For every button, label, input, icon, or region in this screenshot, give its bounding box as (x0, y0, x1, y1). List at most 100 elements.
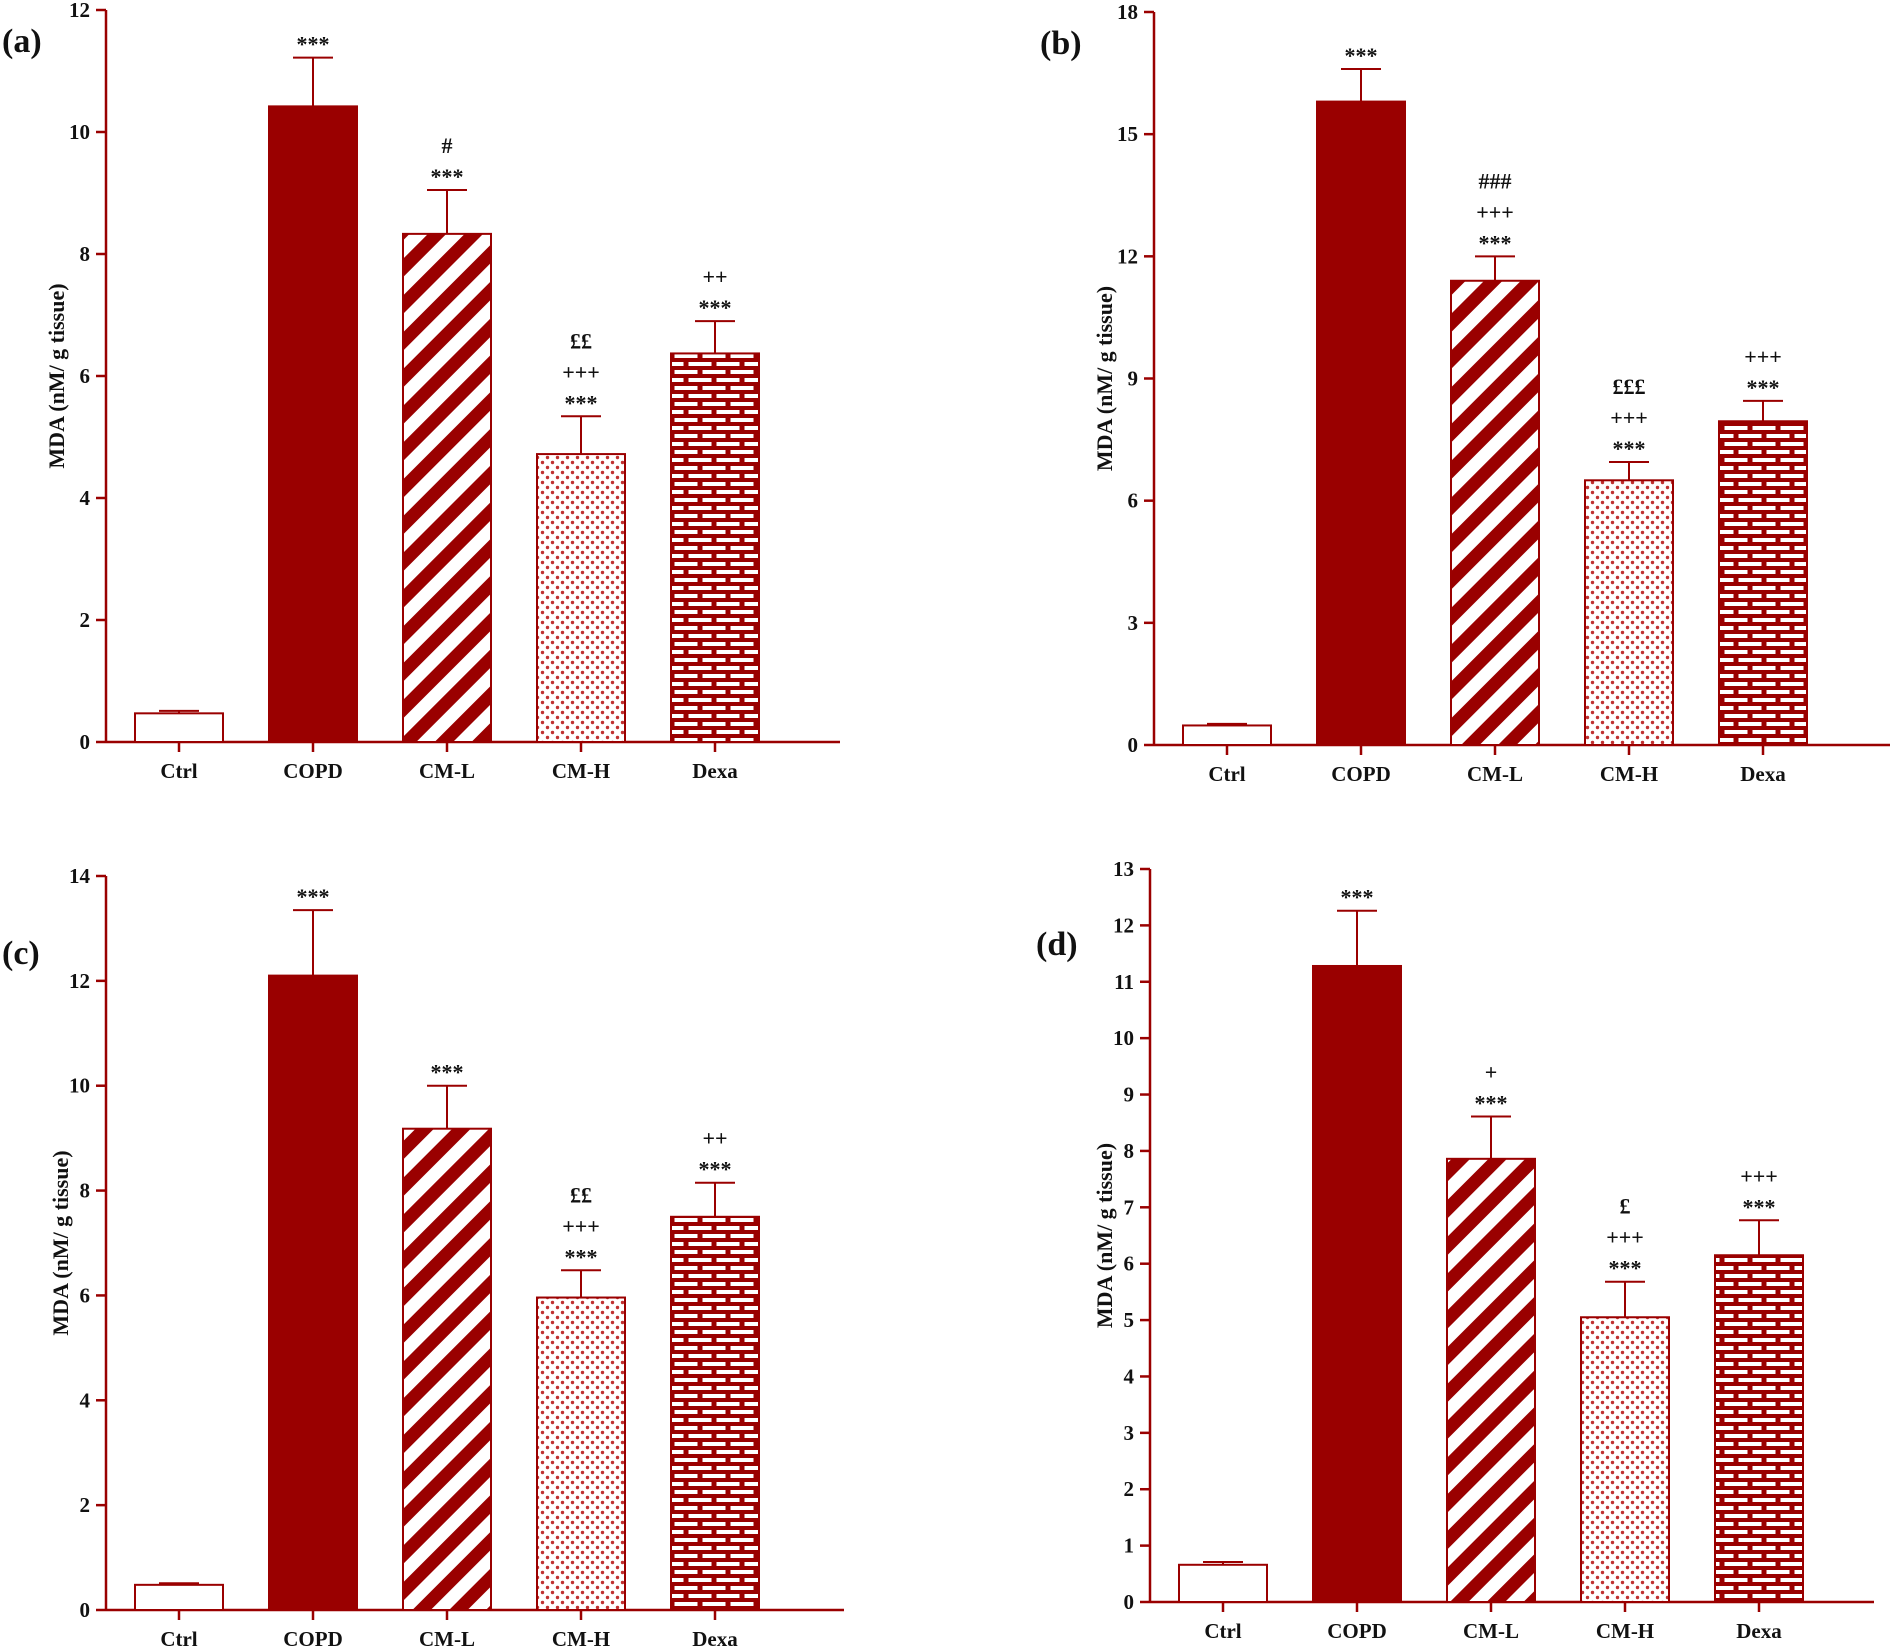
significance-label: +++ (1744, 344, 1782, 369)
x-tick-label: CM-L (419, 1627, 475, 1650)
bar-copd (268, 105, 358, 743)
panel-label: (b) (1040, 25, 1082, 62)
chart-panel-2: (c) MDA (nM/ g tissue) 0 2 4 6 8 10 12 14 Ctrl COPD… (2, 864, 844, 1650)
x-tick-label: COPD (1331, 762, 1391, 786)
y-tick-label: 1 (1124, 1534, 1135, 1558)
x-tick-label: Dexa (692, 1627, 738, 1650)
bar-cm-h (1580, 1316, 1670, 1603)
significance-label: *** (1609, 1256, 1642, 1281)
panel-label: (a) (2, 23, 42, 60)
bar-copd (268, 974, 358, 1611)
significance-label: +++ (1610, 405, 1648, 430)
y-tick-label: 12 (69, 0, 90, 22)
significance-label: *** (1475, 1091, 1508, 1116)
bar-cm-h (536, 1296, 626, 1612)
significance-label: +++ (562, 1213, 600, 1238)
x-tick-label: CM-L (419, 759, 475, 783)
y-tick-label: 10 (69, 1074, 90, 1098)
y-tick-label: 9 (1128, 367, 1139, 391)
significance-label: *** (431, 164, 464, 189)
significance-label: # (442, 133, 453, 158)
bar-ctrl (1182, 724, 1272, 746)
significance-label: *** (699, 295, 732, 320)
x-tick-label: CM-H (1596, 1619, 1654, 1643)
significance-label: *** (1479, 230, 1512, 255)
bar-ctrl (134, 1583, 224, 1611)
significance-label: *** (699, 1157, 732, 1182)
bar-cm-h (1584, 479, 1674, 746)
y-tick-label: 8 (80, 1179, 91, 1203)
y-axis-label: MDA (nM/ g tissue) (1092, 286, 1117, 471)
x-tick-label: CM-L (1467, 762, 1523, 786)
y-axis-label: MDA (nM/ g tissue) (48, 1150, 73, 1335)
bar-copd (1316, 100, 1406, 747)
bar-ctrl (134, 712, 224, 744)
y-tick-label: 5 (1124, 1308, 1135, 1332)
bar-copd (1312, 964, 1402, 1603)
y-tick-label: 7 (1124, 1195, 1135, 1219)
significance-label: +++ (562, 359, 600, 384)
significance-label: *** (297, 32, 330, 57)
y-tick-label: 6 (1128, 489, 1139, 513)
significance-label: *** (1747, 375, 1780, 400)
significance-label: *** (565, 1244, 598, 1269)
significance-label: ### (1479, 168, 1512, 193)
y-tick-label: 12 (1117, 244, 1138, 268)
bar-cm-h (536, 453, 626, 743)
bar-cm-l (1446, 1157, 1536, 1603)
x-tick-label: Dexa (1740, 762, 1786, 786)
y-tick-label: 12 (69, 969, 90, 993)
x-tick-label: COPD (283, 759, 343, 783)
y-tick-label: 3 (1128, 611, 1139, 635)
panel-label: (d) (1036, 926, 1078, 963)
y-tick-label: 2 (80, 1493, 91, 1517)
bar-dexa (670, 352, 760, 743)
bar-dexa (670, 1215, 760, 1612)
y-axis-label: MDA (nM/ g tissue) (44, 283, 69, 468)
chart-panel-0: (a) MDA (nM/ g tissue) 0 2 4 6 8 10 12 Ctrl COPD **… (2, 0, 840, 783)
y-tick-label: 6 (80, 1283, 91, 1307)
x-tick-label: Dexa (1736, 1619, 1782, 1643)
y-axis-label: MDA (nM/ g tissue) (1092, 1143, 1117, 1328)
significance-label: ££ (570, 328, 592, 353)
x-tick-label: COPD (283, 1627, 343, 1650)
x-tick-label: CM-H (552, 1627, 610, 1650)
y-tick-label: 14 (69, 864, 91, 888)
x-tick-label: COPD (1327, 1619, 1387, 1643)
y-tick-label: 9 (1124, 1083, 1135, 1107)
y-tick-label: 6 (80, 364, 91, 388)
significance-label: + (1485, 1060, 1498, 1085)
y-tick-label: 0 (1128, 733, 1139, 757)
significance-label: +++ (1606, 1225, 1644, 1250)
x-tick-label: Ctrl (160, 759, 197, 783)
bar-dexa (1714, 1254, 1804, 1603)
x-tick-label: Ctrl (1204, 1619, 1241, 1643)
y-tick-label: 10 (1113, 1026, 1134, 1050)
x-tick-label: CM-L (1463, 1619, 1519, 1643)
y-tick-label: 6 (1124, 1252, 1135, 1276)
chart-panel-3: (d)MDA (nM/ g tissue)012345678910111213C… (1036, 857, 1874, 1643)
x-tick-label: CM-H (1600, 762, 1658, 786)
bar-dexa (1718, 420, 1808, 746)
y-tick-label: 11 (1114, 970, 1134, 994)
y-tick-label: 4 (80, 486, 91, 510)
significance-label: £££ (1613, 374, 1646, 399)
significance-label: ++ (702, 1126, 727, 1151)
bar-ctrl (1178, 1563, 1268, 1603)
significance-label: *** (1341, 885, 1374, 910)
y-tick-label: 10 (69, 120, 90, 144)
x-tick-label: CM-H (552, 759, 610, 783)
bar-cm-l (1450, 279, 1540, 746)
x-tick-label: Dexa (692, 759, 738, 783)
x-tick-label: Ctrl (160, 1627, 197, 1650)
y-tick-label: 15 (1117, 122, 1138, 146)
significance-label: *** (1743, 1194, 1776, 1219)
significance-label: +++ (1476, 199, 1514, 224)
y-tick-label: 3 (1124, 1421, 1135, 1445)
y-tick-label: 0 (80, 1598, 91, 1622)
panel-label: (c) (2, 935, 40, 972)
y-tick-label: 2 (1124, 1477, 1135, 1501)
y-tick-label: 8 (80, 242, 91, 266)
y-tick-label: 0 (80, 730, 91, 754)
